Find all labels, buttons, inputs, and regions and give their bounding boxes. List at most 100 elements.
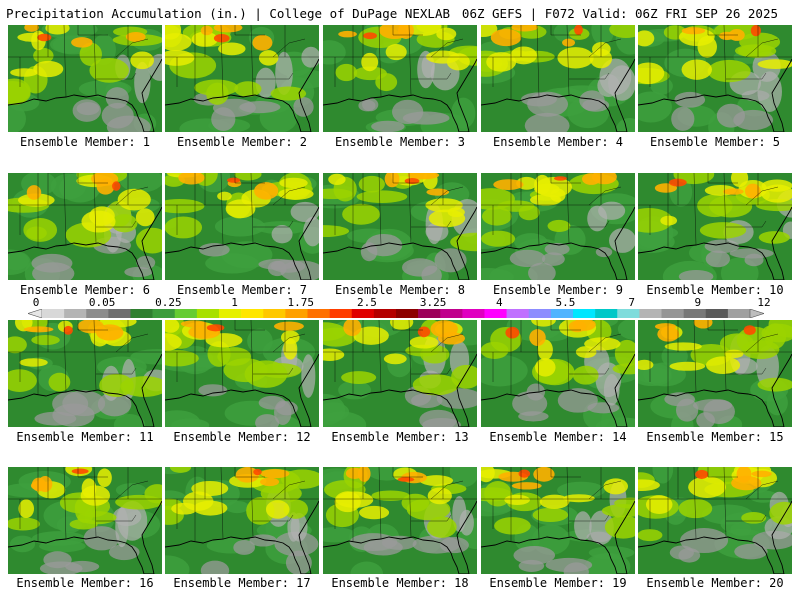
precip-map <box>165 173 319 280</box>
member-map-panel <box>638 467 792 574</box>
member-map-panel <box>323 25 477 132</box>
colorbar-swatch <box>42 309 65 318</box>
colorbar-tick-label: 2.5 <box>356 296 377 309</box>
colorbar-swatch <box>86 309 109 318</box>
colorbar-swatch <box>241 309 264 318</box>
precip-map <box>481 25 635 132</box>
colorbar-swatch <box>418 309 441 318</box>
precip-map <box>8 173 162 280</box>
member-label: Ensemble Member: 18 <box>331 576 469 590</box>
precip-map <box>165 467 319 574</box>
member-map-panel <box>8 173 162 280</box>
colorbar-tick-label: 9 <box>694 296 702 309</box>
precip-map <box>638 25 792 132</box>
colorbar-swatch <box>550 309 574 318</box>
run-info: 06Z GEFS | F072 Valid: 06Z FRI SEP 26 20… <box>461 6 778 21</box>
precip-map <box>638 320 792 427</box>
member-label: Ensemble Member: 9 <box>492 283 624 297</box>
colorbar-tick-label: 1 <box>231 296 238 309</box>
precip-map <box>481 467 635 574</box>
colorbar-swatch <box>484 309 507 318</box>
colorbar-swatch <box>351 309 375 318</box>
member-map-panel <box>323 467 477 574</box>
colorbar-swatch <box>329 309 353 318</box>
member-label: Ensemble Member: 11 <box>16 430 154 444</box>
colorbar-swatch <box>639 309 662 318</box>
colorbar-swatch <box>595 309 618 318</box>
member-label: Ensemble Member: 8 <box>334 283 466 297</box>
member-label: Ensemble Member: 7 <box>176 283 308 297</box>
colorbar-swatch <box>373 309 397 318</box>
colorbar-swatch <box>506 309 530 318</box>
member-label: Ensemble Member: 12 <box>173 430 311 444</box>
member-map-panel <box>481 173 635 280</box>
member-label: Ensemble Member: 3 <box>334 135 466 149</box>
colorbar-swatch <box>396 309 419 318</box>
precip-map <box>8 320 162 427</box>
colorbar-tick-label: 3.25 <box>419 296 447 309</box>
member-map-panel <box>8 25 162 132</box>
member-map-panel <box>323 173 477 280</box>
colorbar-swatch <box>661 309 684 318</box>
precip-map <box>323 173 477 280</box>
member-map-panel <box>323 320 477 427</box>
member-label: Ensemble Member: 16 <box>16 576 154 590</box>
colorbar-swatch <box>528 309 552 318</box>
member-map-panel <box>481 467 635 574</box>
colorbar-swatch <box>174 309 198 318</box>
colorbar-swatch <box>573 309 596 318</box>
colorbar-swatch <box>617 309 640 318</box>
precip-map <box>165 25 319 132</box>
colorbar-swatch <box>263 309 286 318</box>
precip-map <box>638 173 792 280</box>
member-map-panel <box>8 320 162 427</box>
precip-map <box>8 25 162 132</box>
precip-map <box>8 467 162 574</box>
member-label: Ensemble Member: 15 <box>646 430 784 444</box>
precip-map <box>638 467 792 574</box>
precip-map <box>323 320 477 427</box>
colorbar-swatch <box>307 309 330 318</box>
member-label: Ensemble Member: 13 <box>331 430 469 444</box>
precip-map <box>323 25 477 132</box>
colorbar-tick-label: 12 <box>757 296 771 309</box>
member-map-panel <box>8 467 162 574</box>
colorbar-swatch <box>440 309 463 318</box>
member-label: Ensemble Member: 5 <box>649 135 781 149</box>
colorbar-swatch <box>152 309 176 318</box>
member-map-panel <box>165 467 319 574</box>
member-label: Ensemble Member: 1 <box>19 135 151 149</box>
member-map-panel <box>638 25 792 132</box>
member-label: Ensemble Member: 2 <box>176 135 308 149</box>
member-label: Ensemble Member: 4 <box>492 135 624 149</box>
member-map-panel <box>481 320 635 427</box>
colorbar-swatch <box>130 309 153 318</box>
member-map-panel <box>165 173 319 280</box>
colorbar-tick-label: 5.5 <box>555 296 576 309</box>
colorbar-swatch <box>462 309 485 318</box>
colorbar-swatch <box>64 309 87 318</box>
colorbar-swatch <box>727 309 751 318</box>
colorbar-tick-label: 1.75 <box>287 296 314 309</box>
member-label: Ensemble Member: 6 <box>19 283 151 297</box>
colorbar-swatch <box>683 309 707 318</box>
colorbar-tick-label: 0.25 <box>155 296 182 309</box>
member-label: Ensemble Member: 17 <box>173 576 311 590</box>
colorbar-tick-label: 7 <box>628 296 635 309</box>
member-map-panel <box>165 25 319 132</box>
member-map-panel <box>481 25 635 132</box>
member-label: Ensemble Member: 20 <box>646 576 784 590</box>
colorbar-swatch <box>285 309 308 318</box>
precip-map <box>481 320 635 427</box>
colorbar-swatch <box>705 309 729 318</box>
precip-map <box>481 173 635 280</box>
precipitation-colorbar <box>28 309 764 318</box>
member-map-panel <box>165 320 319 427</box>
product-title: Precipitation Accumulation (in.) | Colle… <box>6 6 451 21</box>
member-label: Ensemble Member: 19 <box>489 576 627 590</box>
colorbar-tick-label: 0 <box>32 296 40 309</box>
colorbar-tick-label: 4 <box>495 296 503 309</box>
colorbar-swatch <box>219 309 242 318</box>
member-map-panel <box>638 173 792 280</box>
colorbar-swatch <box>196 309 220 318</box>
